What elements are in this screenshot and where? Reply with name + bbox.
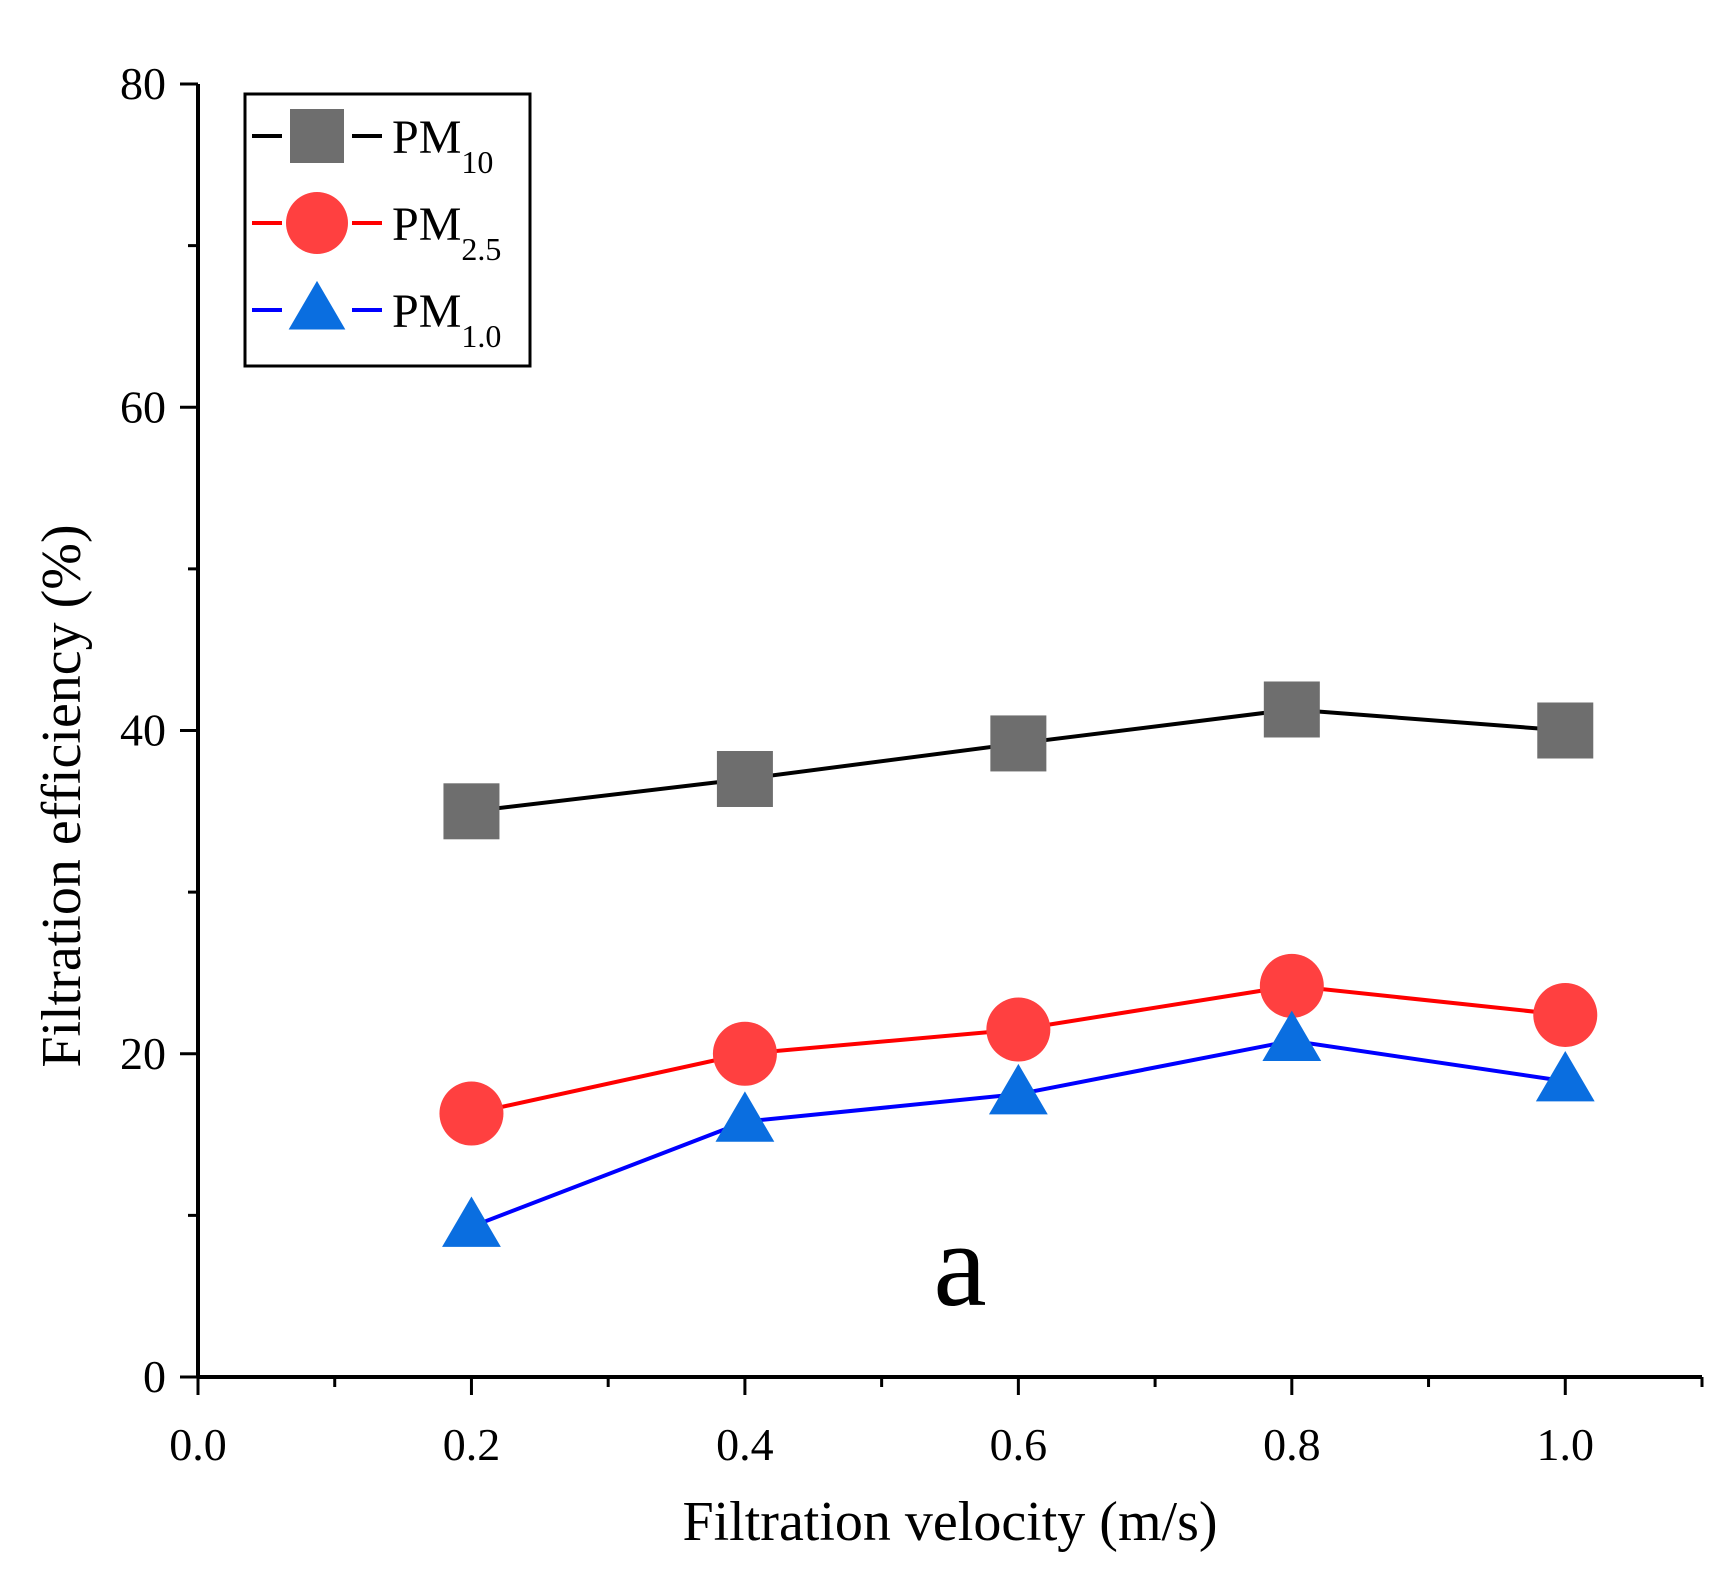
legend-marker-pm25 xyxy=(286,192,348,254)
y-tick-label: 80 xyxy=(120,58,166,109)
data-point-pm10 xyxy=(443,783,500,840)
data-point-pm25 xyxy=(1259,953,1324,1018)
data-point-pm10 xyxy=(988,1063,1048,1115)
data-point-pm10 xyxy=(715,1091,775,1142)
legend-label-subscript: 1.0 xyxy=(461,318,501,354)
data-point-pm25 xyxy=(439,1081,504,1146)
y-tick-label: 0 xyxy=(143,1351,166,1402)
x-tick-label: 1.0 xyxy=(1537,1419,1595,1470)
x-tick-label: 0.8 xyxy=(1263,1419,1321,1470)
y-tick-label: 40 xyxy=(120,705,166,756)
data-point-pm10 xyxy=(990,715,1047,772)
data-point-pm10 xyxy=(716,750,773,807)
data-point-pm10 xyxy=(1535,1050,1595,1102)
data-point-pm10 xyxy=(1537,702,1594,759)
x-tick-label: 0.6 xyxy=(990,1419,1048,1470)
data-point-pm10 xyxy=(442,1196,501,1247)
x-tick-label: 0.0 xyxy=(169,1419,227,1470)
series-markers xyxy=(439,681,1598,1247)
data-point-pm10 xyxy=(1262,1010,1322,1061)
series-lines xyxy=(470,707,1566,1229)
x-tick-label: 0.4 xyxy=(716,1419,774,1470)
data-point-pm25 xyxy=(986,997,1051,1062)
data-point-pm25 xyxy=(1533,982,1598,1047)
data-point-pm25 xyxy=(712,1021,777,1086)
legend-marker-pm10 xyxy=(290,109,344,163)
panel-label: a xyxy=(933,1198,986,1331)
data-point-pm10 xyxy=(1263,681,1320,738)
y-axis-title: Filtration efficiency (%) xyxy=(31,524,93,1067)
legend-label-subscript: 10 xyxy=(461,144,493,180)
x-axis-title: Filtration velocity (m/s) xyxy=(682,1491,1217,1553)
y-tick-label: 60 xyxy=(120,381,166,432)
axes: 0.0 0.2 0.4 0.6 0.8 1.0 0 20 40 60 80 xyxy=(120,58,1704,1470)
legend-label-subscript: 2.5 xyxy=(461,231,501,267)
x-tick-label: 0.2 xyxy=(443,1419,501,1470)
y-tick-label: 20 xyxy=(120,1028,166,1079)
legend-marker-pm10 xyxy=(288,280,346,330)
